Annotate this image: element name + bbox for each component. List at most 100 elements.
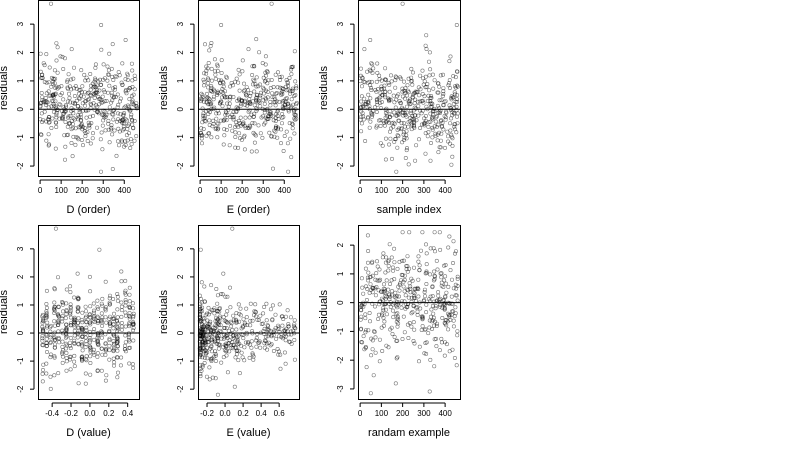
data-point — [112, 360, 117, 365]
data-point — [288, 136, 293, 141]
data-point — [428, 119, 433, 124]
data-point — [383, 77, 388, 82]
data-point — [386, 345, 391, 350]
data-point — [450, 136, 455, 141]
data-point — [87, 338, 92, 343]
data-point — [455, 276, 460, 281]
data-point — [273, 103, 278, 108]
data-point — [119, 304, 124, 309]
data-point — [252, 111, 257, 116]
data-point — [259, 115, 264, 120]
data-point — [209, 66, 214, 71]
data-point — [236, 348, 241, 353]
y-axis-label: residuals — [318, 289, 330, 334]
data-point — [118, 363, 123, 368]
data-point — [432, 269, 437, 274]
data-point — [287, 339, 292, 344]
data-point — [200, 141, 205, 146]
data-point — [106, 72, 111, 77]
data-point — [58, 102, 63, 107]
data-point — [430, 117, 435, 122]
data-point — [75, 309, 80, 314]
data-point — [205, 340, 210, 345]
data-point — [107, 140, 112, 145]
data-point — [280, 99, 285, 104]
data-point — [62, 157, 67, 162]
data-point — [441, 298, 446, 303]
data-point — [361, 291, 366, 296]
data-point — [103, 352, 108, 357]
data-point — [107, 314, 112, 319]
data-point — [213, 72, 218, 77]
data-point — [276, 352, 281, 357]
data-point — [424, 251, 429, 256]
data-point — [390, 289, 395, 294]
data-point — [451, 239, 456, 244]
data-point — [266, 116, 271, 121]
data-point — [272, 95, 277, 100]
data-point — [131, 328, 136, 333]
data-point — [439, 336, 444, 341]
data-point — [130, 362, 135, 367]
data-point — [454, 286, 459, 291]
data-point — [406, 124, 411, 129]
data-point — [119, 320, 124, 325]
data-point — [126, 337, 131, 342]
data-point — [73, 126, 78, 131]
data-point — [272, 128, 277, 133]
x-tick-label: 100 — [375, 186, 389, 195]
data-point — [449, 116, 454, 121]
data-point — [431, 278, 436, 283]
data-point — [127, 292, 132, 297]
y-tick-label: 0 — [336, 107, 345, 112]
data-point — [387, 82, 392, 87]
data-point — [273, 91, 278, 96]
data-point — [107, 338, 112, 343]
data-point — [431, 86, 436, 91]
data-point — [111, 348, 116, 353]
data-point — [233, 355, 238, 360]
data-point — [372, 286, 377, 291]
data-point — [115, 343, 120, 348]
data-point — [292, 131, 297, 136]
data-point — [377, 337, 382, 342]
data-point — [395, 266, 400, 271]
data-point — [275, 346, 280, 351]
data-point — [359, 302, 364, 307]
data-point — [42, 63, 47, 68]
plot-frame — [198, 225, 300, 400]
data-point — [388, 97, 393, 102]
data-point — [387, 292, 392, 297]
data-point — [406, 76, 411, 81]
data-point — [120, 327, 125, 332]
data-point — [107, 348, 112, 353]
data-point — [64, 368, 69, 373]
data-point — [368, 282, 373, 287]
data-point — [202, 71, 207, 76]
y-tick-label: -2 — [336, 356, 345, 364]
plot-frame — [198, 0, 300, 177]
data-point — [407, 99, 412, 104]
data-point — [103, 128, 108, 133]
data-point — [231, 110, 236, 115]
data-point — [242, 147, 247, 152]
data-point — [203, 42, 208, 47]
data-point — [219, 58, 224, 63]
data-point — [72, 295, 77, 300]
data-point — [360, 76, 365, 81]
data-point — [258, 93, 263, 98]
data-point — [99, 169, 104, 174]
data-point — [83, 345, 88, 350]
data-point — [248, 101, 253, 106]
data-point — [404, 93, 409, 98]
data-point — [229, 343, 234, 348]
data-point — [389, 255, 394, 260]
data-point — [67, 96, 72, 101]
data-point — [233, 345, 238, 350]
y-tick-label: 1 — [176, 78, 185, 83]
data-point — [391, 120, 396, 125]
data-point — [402, 96, 407, 101]
data-point — [247, 115, 252, 120]
